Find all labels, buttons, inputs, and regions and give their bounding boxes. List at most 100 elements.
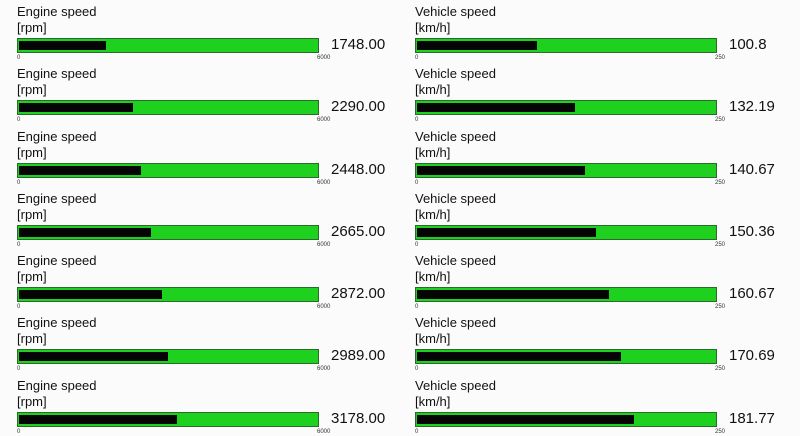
gauge-bar (415, 224, 717, 240)
gauge-bar-fill (19, 103, 133, 113)
vehicle-speed-column: Vehicle speed [km/h] 0 250 100.8 Vehicle spee… (398, 0, 798, 436)
vehicle-speed-gauge: Vehicle speed [km/h] 0 250 170.69 (398, 311, 798, 373)
gauge-bar-fill (19, 414, 177, 424)
gauge-unit: [rpm] (17, 331, 47, 347)
vehicle-speed-gauge: Vehicle speed [km/h] 0 250 140.67 (398, 125, 798, 187)
gauge-value: 181.77 (729, 409, 775, 427)
gauge-max-label: 250 (715, 179, 726, 186)
gauge-min-label: 0 (17, 304, 21, 311)
vehicle-speed-gauge: Vehicle speed [km/h] 0 250 160.67 (398, 249, 798, 311)
gauge-bar (17, 287, 319, 303)
gauge-max-label: 6000 (317, 366, 331, 373)
gauge-min-label: 0 (415, 117, 419, 124)
gauge-bar-fill (19, 290, 162, 300)
gauge-title: Engine speed (17, 128, 97, 144)
engine-speed-gauge: Engine speed [rpm] 0 6000 2448.00 (0, 125, 400, 187)
gauge-bar-fill (417, 41, 538, 50)
gauge-bar (17, 411, 319, 427)
gauge-unit: [rpm] (17, 144, 47, 160)
gauge-bar (415, 349, 717, 365)
gauge-bar (415, 287, 717, 303)
gauge-value: 2989.00 (331, 347, 386, 365)
gauge-max-label: 6000 (317, 304, 331, 311)
vehicle-speed-gauge: Vehicle speed [km/h] 0 250 132.19 (398, 62, 798, 124)
gauge-bar (415, 38, 717, 53)
gauge-unit: [rpm] (17, 393, 47, 409)
gauge-max-label: 6000 (317, 179, 331, 186)
gauge-value: 2872.00 (331, 285, 386, 303)
gauge-min-label: 0 (17, 241, 21, 248)
gauge-min-label: 0 (415, 366, 419, 373)
gauge-bar-fill (19, 227, 152, 237)
gauge-title: Vehicle speed (415, 377, 496, 393)
gauge-min-label: 0 (415, 241, 419, 248)
gauge-value: 2448.00 (331, 160, 386, 178)
gauge-max-label: 6000 (317, 428, 331, 435)
gauge-bar (415, 411, 717, 427)
gauge-bar-fill (19, 41, 106, 50)
engine-speed-column: Engine speed [rpm] 0 6000 1748.00 Engine spee… (0, 0, 400, 435)
gauge-value: 1748.00 (331, 36, 386, 53)
gauge-value: 170.69 (729, 347, 775, 365)
gauge-title: Engine speed (17, 66, 97, 82)
gauge-unit: [rpm] (17, 269, 47, 285)
gauge-value: 150.36 (729, 222, 775, 240)
gauge-min-label: 0 (415, 428, 419, 435)
gauge-max-label: 250 (715, 241, 726, 248)
gauge-title: Engine speed (17, 377, 97, 393)
gauge-max-label: 6000 (317, 241, 331, 248)
gauge-unit: [rpm] (17, 82, 47, 98)
gauge-title: Engine speed (17, 253, 97, 269)
vehicle-speed-gauge: Vehicle speed [km/h] 0 250 100.8 (398, 0, 798, 62)
gauge-bar-fill (417, 165, 585, 175)
gauge-unit: [km/h] (415, 206, 451, 222)
gauge-min-label: 0 (415, 179, 419, 186)
gauge-bar-fill (417, 103, 575, 113)
gauge-max-label: 250 (715, 55, 726, 61)
engine-speed-gauge: Engine speed [rpm] 0 6000 1748.00 (0, 0, 400, 62)
gauge-value: 3178.00 (331, 409, 386, 427)
gauge-min-label: 0 (17, 366, 21, 373)
gauge-value: 160.67 (729, 285, 775, 303)
gauge-min-label: 0 (17, 428, 21, 435)
gauge-bar-fill (417, 352, 621, 362)
gauge-unit: [km/h] (415, 82, 451, 98)
gauge-min-label: 0 (17, 179, 21, 186)
gauge-unit: [rpm] (17, 206, 47, 222)
gauge-bar (415, 162, 717, 178)
gauge-max-label: 250 (715, 366, 726, 373)
gauge-unit: [km/h] (415, 331, 451, 347)
gauge-title: Vehicle speed (415, 253, 496, 269)
gauge-bar-fill (19, 352, 168, 362)
gauge-bar (17, 100, 319, 116)
gauge-bar-fill (19, 165, 141, 175)
gauge-bar (415, 100, 717, 116)
gauge-min-label: 0 (415, 304, 419, 311)
gauge-unit: [km/h] (415, 144, 451, 160)
gauge-title: Engine speed (17, 315, 97, 331)
gauge-bar-fill (417, 414, 634, 424)
gauge-unit: [km/h] (415, 269, 451, 285)
gauge-title: Engine speed (17, 4, 97, 19)
gauge-bar-fill (417, 290, 609, 300)
gauge-value: 2290.00 (331, 98, 386, 116)
gauge-value: 2665.00 (331, 222, 386, 240)
gauge-unit: [rpm] (17, 20, 47, 35)
gauge-bar (17, 38, 319, 53)
gauge-title: Vehicle speed (415, 315, 496, 331)
engine-speed-gauge: Engine speed [rpm] 0 6000 2872.00 (0, 249, 400, 311)
gauge-bar (17, 224, 319, 240)
gauge-unit: [km/h] (415, 20, 451, 35)
vehicle-speed-gauge: Vehicle speed [km/h] 0 250 150.36 (398, 187, 798, 249)
gauge-title: Vehicle speed (415, 66, 496, 82)
gauge-title: Engine speed (17, 190, 97, 206)
engine-speed-gauge: Engine speed [rpm] 0 6000 2665.00 (0, 187, 400, 249)
gauge-value: 140.67 (729, 160, 775, 178)
gauge-min-label: 0 (17, 117, 21, 124)
gauge-value: 132.19 (729, 98, 775, 116)
gauge-min-label: 0 (17, 55, 21, 61)
engine-speed-gauge: Engine speed [rpm] 0 6000 2290.00 (0, 62, 400, 124)
gauge-bar (17, 162, 319, 178)
gauge-max-label: 250 (715, 117, 726, 124)
engine-speed-gauge: Engine speed [rpm] 0 6000 2989.00 (0, 311, 400, 373)
